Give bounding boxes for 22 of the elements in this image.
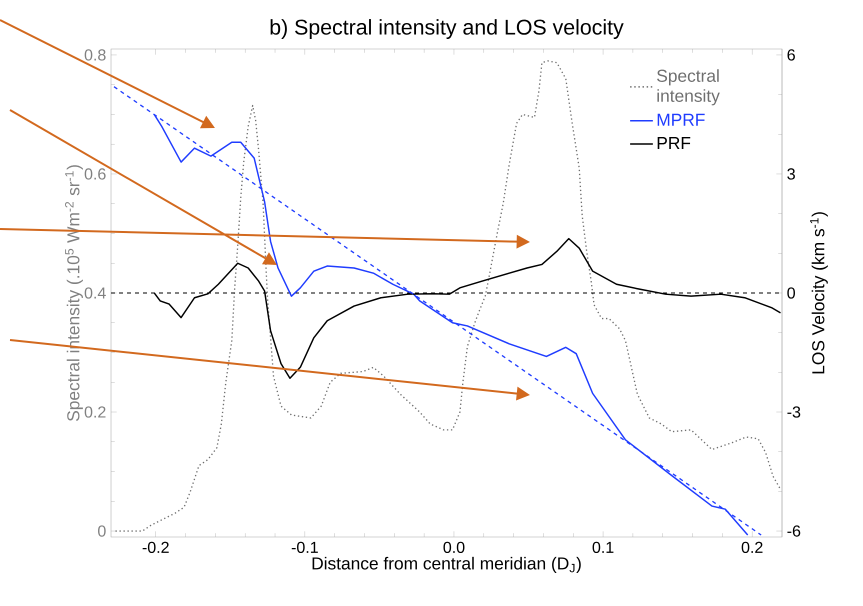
x-tick-label: 0.0 — [443, 542, 464, 554]
x-axis-title: Distance from central meridian (D$_{J}$) — [312, 556, 581, 573]
y2-tick-label: -6 — [787, 525, 800, 537]
y2-tick-label: 3 — [787, 168, 795, 180]
y-tick-label: 0 — [98, 525, 106, 537]
x-tick-label: -0.2 — [142, 542, 169, 554]
y2-axis-title: LOS Velocity (km s$^{-1}$) — [810, 212, 828, 374]
x-tick-label: 0.2 — [742, 542, 762, 554]
legend-label: PRF — [658, 137, 690, 149]
y2-tick-label: 6 — [788, 49, 795, 61]
legend-label: Spectral intensity — [657, 69, 720, 106]
y2-tick-label: -3 — [787, 406, 800, 418]
y-tick-label: 0.6 — [84, 168, 106, 180]
y-tick-label: 0.4 — [84, 287, 106, 299]
y2-tick-label: 0 — [787, 287, 795, 299]
x-tick-label: -0.1 — [292, 542, 318, 554]
y-tick-label: 0.8 — [84, 49, 106, 61]
x-tick-label: 0.1 — [592, 542, 614, 554]
chart-title: b) Spectral intensity and LOS velocity — [270, 19, 624, 39]
y-tick-label: 0.2 — [84, 406, 106, 418]
legend-label: MPRF — [658, 114, 705, 126]
y-axis-title: Spectral intensity (.10$^{5}$ Wm$^{-2}$ sr$^{-1}$) — [65, 165, 83, 422]
